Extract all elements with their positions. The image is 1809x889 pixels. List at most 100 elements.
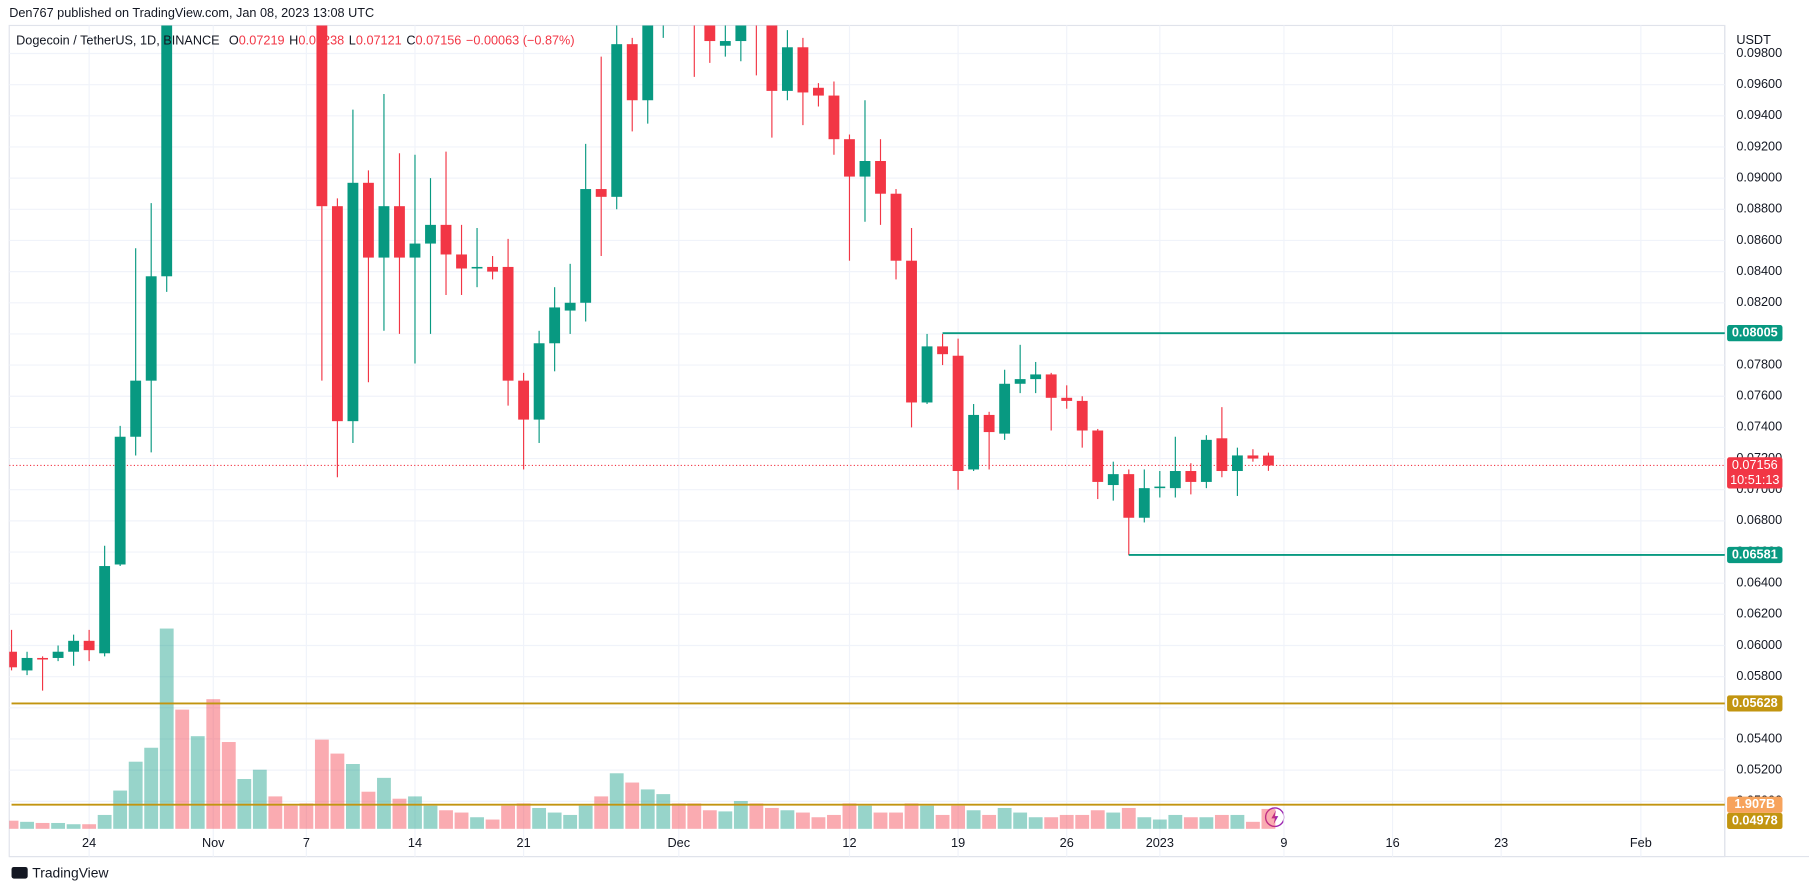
volume-bar (268, 796, 283, 829)
volume-bar (920, 805, 934, 829)
volume-bar (997, 807, 1012, 829)
volume-bar (1199, 817, 1214, 829)
countdown: 10:51:13 (1730, 472, 1779, 487)
volume-bar (702, 810, 717, 829)
volume-bar (780, 810, 795, 829)
x-tick-label: 9 (1280, 835, 1287, 850)
volume-bar (966, 810, 981, 829)
y-tick-label: 0.05800 (1736, 668, 1782, 683)
level-label: 0.04978 (1732, 812, 1778, 827)
y-tick-label: 0.08400 (1736, 263, 1782, 278)
candle-body (1123, 474, 1135, 518)
candle-body (890, 193, 902, 261)
y-tick-label: 0.09400 (1736, 107, 1782, 122)
volume-bar (1137, 817, 1152, 829)
candle-body (844, 139, 855, 177)
last-price-box (1727, 457, 1783, 489)
candle-body (1061, 397, 1073, 401)
volume-label-box (1727, 796, 1783, 813)
legend-key: C (406, 33, 415, 48)
candle-body (1076, 400, 1088, 431)
volume-bar (1261, 808, 1276, 829)
brand-logo (11, 867, 28, 879)
candle-body (564, 302, 576, 311)
volume-bar (423, 805, 438, 829)
candle-body (1138, 488, 1150, 518)
candle-body (1216, 438, 1228, 472)
x-tick-label: 7 (303, 835, 310, 850)
candle-body (83, 640, 95, 651)
candle-body (409, 243, 421, 258)
candle-body (937, 346, 948, 355)
y-tick-label: 0.06000 (1736, 637, 1782, 652)
plot-area (8, 24, 1726, 858)
volume-bar (113, 790, 128, 829)
candle-body (487, 266, 498, 272)
y-tick-label: 0.05400 (1736, 730, 1782, 745)
candle-body (952, 355, 964, 472)
x-tick-label: Feb (1630, 835, 1652, 850)
candle-body (316, 25, 328, 207)
volume-bar (563, 814, 578, 829)
volume-bar (578, 805, 593, 829)
y-tick-label: 0.09800 (1736, 45, 1782, 60)
candle-body (781, 47, 793, 91)
y-tick-label: 0.08200 (1736, 294, 1782, 309)
volume-bar (175, 709, 190, 829)
candle-body (1030, 374, 1042, 380)
change: −0.00063 (−0.87%) (466, 33, 575, 48)
volume-bar (749, 803, 764, 829)
candle-body (502, 266, 514, 381)
volume-bar (1028, 817, 1043, 829)
volume-bar (1183, 817, 1198, 829)
level-label-box (1727, 812, 1783, 830)
volume-bar (625, 782, 640, 829)
volume-bar (1075, 814, 1090, 829)
candle-body (440, 224, 452, 255)
volume-bar (935, 814, 950, 829)
volume-bar (314, 739, 329, 829)
y-tick-label: 0.05200 (1736, 761, 1782, 776)
candle-body (1107, 474, 1119, 486)
candle-body (704, 25, 716, 42)
candle-body (114, 436, 126, 565)
candle-body (859, 161, 871, 177)
candle-body (719, 41, 731, 46)
level-label: 0.05628 (1732, 695, 1778, 710)
volume-bar (97, 814, 112, 829)
candle-body (642, 25, 654, 101)
candle-body (1014, 379, 1026, 384)
x-tick-label: Dec (668, 835, 691, 850)
volume-bar (190, 736, 205, 829)
volume-bar (345, 764, 360, 829)
candle-body (999, 383, 1011, 434)
x-tick-label: 12 (842, 835, 856, 850)
volume-bar (159, 628, 174, 829)
candle-body (1185, 471, 1197, 482)
legend-value: 0.07238 (298, 33, 344, 48)
volume-bar (547, 812, 562, 829)
volume-bar (35, 822, 50, 829)
candle-body (1247, 455, 1259, 459)
volume-bar (1090, 810, 1105, 829)
candle-body (1045, 374, 1057, 398)
x-tick-label: 2023 (1146, 835, 1174, 850)
volume-bar (982, 814, 997, 829)
y-tick-label: 0.06400 (1736, 575, 1782, 590)
y-tick-label: 0.07600 (1736, 388, 1782, 403)
y-tick-label: 0.09200 (1736, 138, 1782, 153)
candle-body (130, 380, 142, 437)
volume-bar (671, 803, 686, 829)
candle-body (751, 15, 762, 23)
volume-bar (733, 800, 748, 829)
volume-bar (454, 812, 469, 829)
candle-body (456, 254, 467, 269)
candle-body (363, 182, 374, 258)
volume-bar (299, 803, 314, 829)
alert-icon[interactable] (1264, 807, 1285, 828)
candle-body (828, 95, 840, 140)
volume-bar (764, 807, 779, 829)
candle-body (580, 189, 592, 303)
